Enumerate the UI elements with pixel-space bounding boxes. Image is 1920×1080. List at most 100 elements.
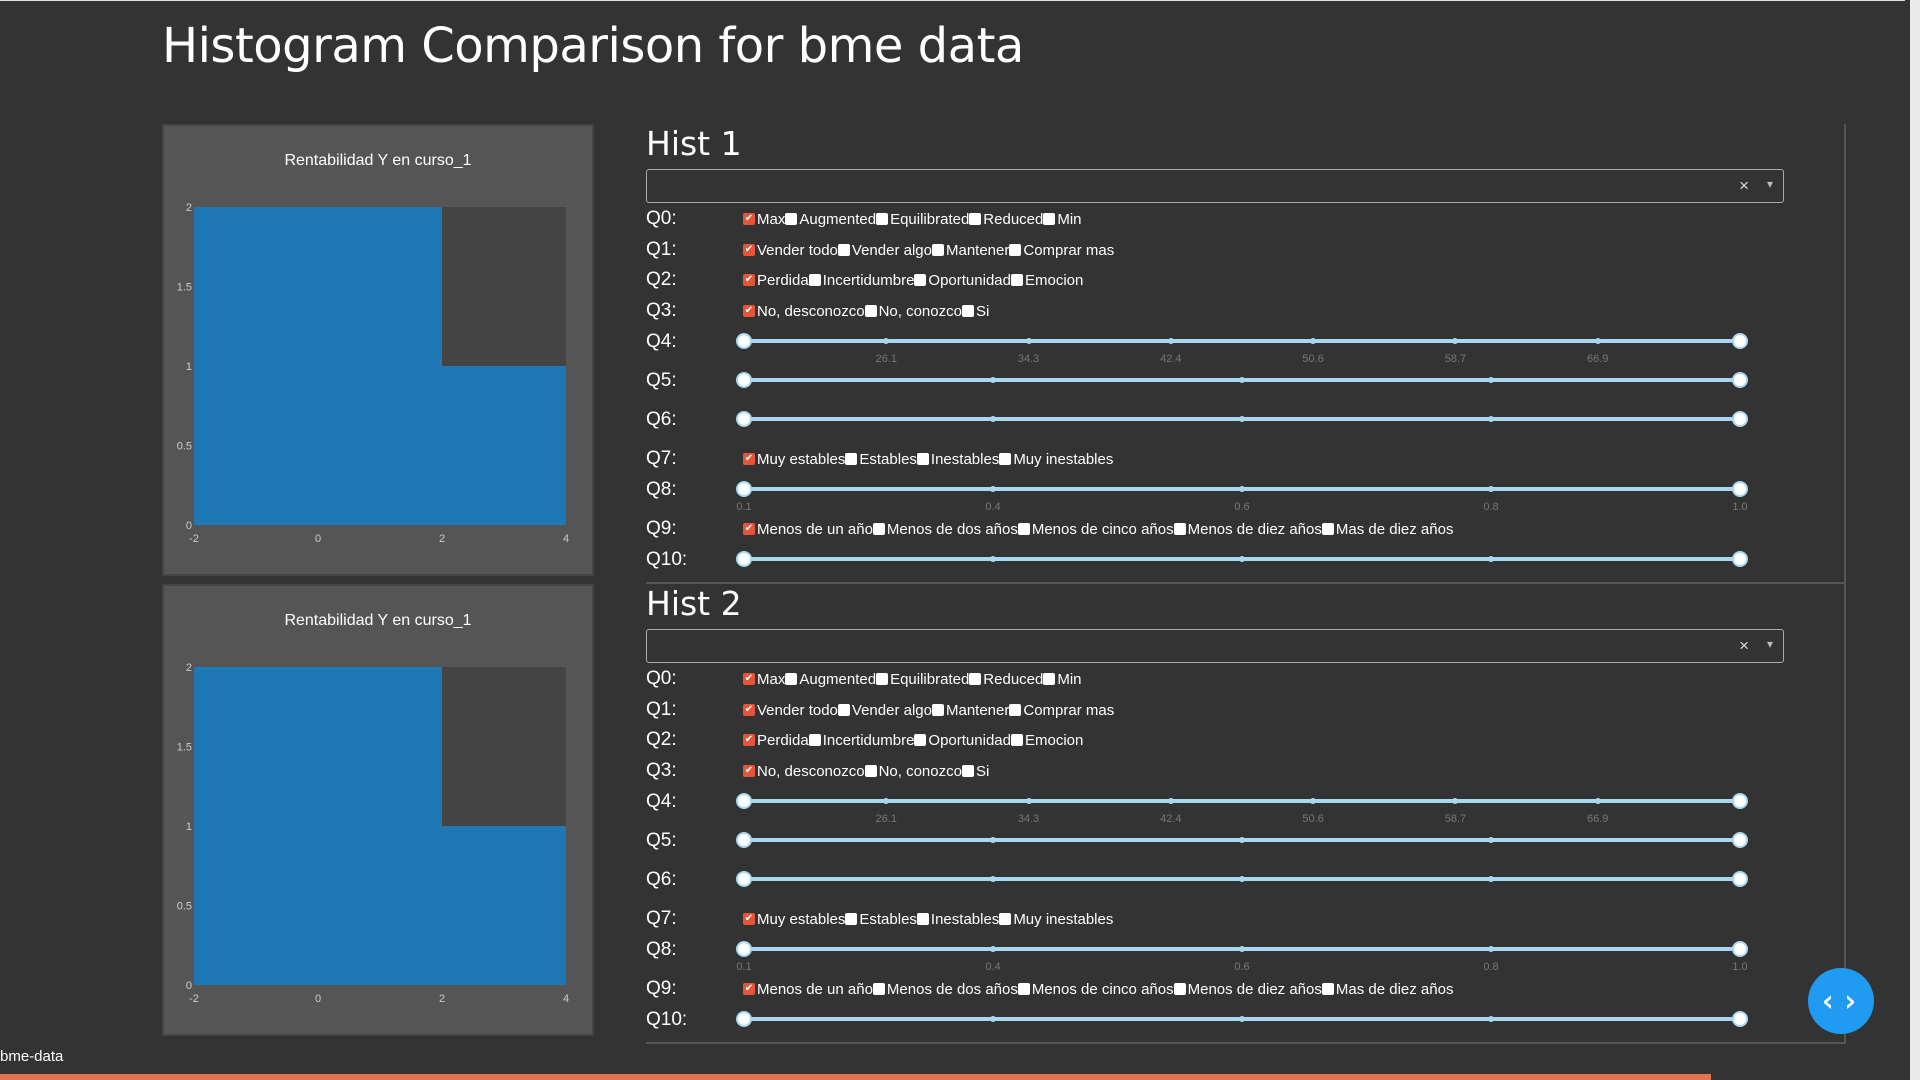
slider-min-handle[interactable] [736, 372, 752, 388]
slider-max-handle[interactable] [1732, 941, 1748, 957]
checklist-option[interactable]: Si [961, 763, 989, 780]
checklist-option[interactable]: Menos de cinco años [1017, 981, 1174, 998]
clear-icon[interactable]: × [1739, 176, 1749, 195]
checkbox-checked[interactable]: ✔ [743, 453, 755, 465]
checkbox[interactable] [931, 244, 944, 256]
checklist-option[interactable]: ✔ No, desconozco [743, 763, 865, 780]
checklist-option[interactable]: Reduced [969, 211, 1043, 228]
slider-min-handle[interactable] [736, 832, 752, 848]
checkbox-checked[interactable]: ✔ [743, 305, 755, 317]
checklist-option[interactable]: Inestables [916, 451, 999, 468]
checklist-option[interactable]: ✔ Muy estables [743, 451, 845, 468]
slider-min-handle[interactable] [736, 481, 752, 497]
checklist-option[interactable]: Incertidumbre [808, 732, 914, 749]
checklist-option[interactable]: Estables [845, 911, 917, 928]
checkbox[interactable] [872, 983, 885, 995]
code-arrows-button[interactable]: ‹› [1808, 968, 1874, 1034]
checklist-option[interactable]: Incertidumbre [808, 272, 914, 289]
range-slider[interactable] [736, 368, 1748, 392]
clear-icon[interactable]: × [1739, 636, 1749, 655]
checklist-option[interactable]: Muy inestables [999, 911, 1113, 928]
checkbox[interactable] [961, 305, 974, 317]
checkbox[interactable] [837, 244, 850, 256]
checkbox[interactable] [999, 453, 1012, 465]
checklist-option[interactable]: ✔ Max [743, 671, 785, 688]
checkbox[interactable] [916, 913, 929, 925]
checkbox[interactable] [876, 673, 889, 685]
slider-track[interactable] [744, 339, 1740, 343]
range-slider[interactable]: 26.1 34.3 42.4 50.6 58.7 66.9 [736, 789, 1748, 825]
checklist-option[interactable]: Menos de dos años [872, 981, 1018, 998]
checklist-option[interactable]: Augmented [785, 211, 876, 228]
histogram-bar[interactable] [194, 667, 442, 985]
checklist-option[interactable]: Oportunidad [914, 272, 1011, 289]
range-slider[interactable] [736, 547, 1748, 571]
checklist-option[interactable]: ✔ No, desconozco [743, 303, 865, 320]
slider-max-handle[interactable] [1732, 372, 1748, 388]
checklist-option[interactable]: ✔ Vender todo [743, 702, 838, 719]
checkbox[interactable] [1010, 274, 1023, 286]
slider-max-handle[interactable] [1732, 1011, 1748, 1027]
checklist-option[interactable]: Augmented [785, 671, 876, 688]
checklist-option[interactable]: Vender algo [837, 702, 932, 719]
slider-min-handle[interactable] [736, 941, 752, 957]
checkbox[interactable] [916, 453, 929, 465]
checkbox[interactable] [1010, 734, 1023, 746]
checkbox[interactable] [1173, 983, 1186, 995]
checkbox-checked[interactable]: ✔ [743, 274, 755, 286]
checkbox[interactable] [1017, 983, 1030, 995]
histogram-graph-2[interactable]: Rentabilidad Y en curso_1 0 0.5 1 1.5 2 -2 0 2 4 [162, 584, 594, 1036]
checklist-option[interactable]: Menos de diez años [1173, 521, 1322, 538]
checklist-option[interactable]: ✔ Menos de un año [743, 981, 873, 998]
checklist-option[interactable]: Si [961, 303, 989, 320]
checklist-option[interactable]: ✔ Vender todo [743, 242, 838, 259]
checkbox[interactable] [1017, 523, 1030, 535]
checklist-option[interactable]: Emocion [1010, 732, 1083, 749]
histogram-bar[interactable] [194, 207, 442, 525]
checkbox[interactable] [914, 274, 927, 286]
range-slider[interactable] [736, 828, 1748, 852]
slider-max-handle[interactable] [1732, 551, 1748, 567]
range-slider[interactable] [736, 407, 1748, 431]
checklist-option[interactable]: Comprar mas [1009, 242, 1114, 259]
histogram-graph-1[interactable]: Rentabilidad Y en curso_1 0 0.5 1 1.5 2 -2 0 2 4 [162, 124, 594, 576]
slider-min-handle[interactable] [736, 551, 752, 567]
checklist-option[interactable]: Equilibrated [876, 671, 969, 688]
checkbox[interactable] [1043, 673, 1056, 685]
checklist-option[interactable]: Mas de diez años [1321, 521, 1453, 538]
checkbox[interactable] [1173, 523, 1186, 535]
checkbox-checked[interactable]: ✔ [743, 673, 755, 685]
slider-min-handle[interactable] [736, 793, 752, 809]
checkbox[interactable] [1321, 983, 1334, 995]
chevron-down-icon[interactable]: ▾ [1766, 177, 1773, 191]
checklist-option[interactable]: Emocion [1010, 272, 1083, 289]
range-slider[interactable] [736, 1007, 1748, 1031]
range-slider[interactable]: 0.1 0.4 0.6 0.8 1.0 [736, 937, 1748, 973]
checklist-option[interactable]: Comprar mas [1009, 702, 1114, 719]
checkbox[interactable] [961, 765, 974, 777]
checkbox[interactable] [872, 523, 885, 535]
checkbox-checked[interactable]: ✔ [743, 734, 755, 746]
checkbox[interactable] [914, 734, 927, 746]
checkbox[interactable] [931, 704, 944, 716]
checklist-option[interactable]: Oportunidad [914, 732, 1011, 749]
checklist-option[interactable]: Inestables [916, 911, 999, 928]
slider-min-handle[interactable] [736, 1011, 752, 1027]
slider-min-handle[interactable] [736, 333, 752, 349]
checklist-option[interactable]: Mantener [931, 242, 1009, 259]
checkbox-checked[interactable]: ✔ [743, 983, 755, 995]
checkbox[interactable] [864, 765, 877, 777]
checkbox-checked[interactable]: ✔ [743, 244, 755, 256]
checkbox[interactable] [1009, 244, 1022, 256]
slider-max-handle[interactable] [1732, 333, 1748, 349]
checklist-option[interactable]: No, conozco [864, 303, 962, 320]
checklist-option[interactable]: Vender algo [837, 242, 932, 259]
checkbox[interactable] [1009, 704, 1022, 716]
slider-max-handle[interactable] [1732, 481, 1748, 497]
checkbox-checked[interactable]: ✔ [743, 704, 755, 716]
checklist-option[interactable]: Mantener [931, 702, 1009, 719]
checkbox[interactable] [808, 274, 821, 286]
checklist-option[interactable]: ✔ Perdida [743, 272, 809, 289]
checklist-option[interactable]: Menos de dos años [872, 521, 1018, 538]
checklist-option[interactable]: Estables [845, 451, 917, 468]
